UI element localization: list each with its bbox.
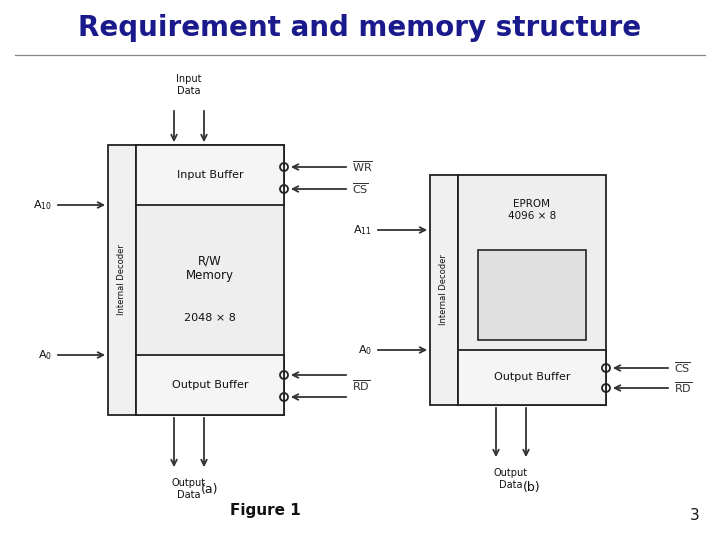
Bar: [136, 145, 284, 415]
Text: $\overline{\mathrm{CS}}$: $\overline{\mathrm{CS}}$: [674, 361, 690, 375]
Bar: [430, 175, 458, 405]
Text: $\overline{\mathrm{CS}}$: $\overline{\mathrm{CS}}$: [352, 181, 369, 197]
Text: (b): (b): [523, 482, 541, 495]
Bar: [478, 250, 586, 340]
Text: (a): (a): [202, 483, 219, 496]
Text: $\overline{\mathrm{WR}}$: $\overline{\mathrm{WR}}$: [352, 160, 373, 174]
Text: Output
Data: Output Data: [494, 468, 528, 490]
Text: Output Buffer: Output Buffer: [494, 373, 570, 382]
Text: R/W
Memory: R/W Memory: [186, 254, 234, 282]
Bar: [458, 175, 606, 405]
Text: A$_{11}$: A$_{11}$: [353, 223, 372, 237]
Text: EPROM
4096 × 8: EPROM 4096 × 8: [508, 199, 556, 221]
Text: $\overline{\mathrm{RD}}$: $\overline{\mathrm{RD}}$: [352, 379, 370, 393]
Bar: [136, 355, 284, 415]
Text: Output
Data: Output Data: [172, 478, 206, 500]
Text: 3: 3: [690, 508, 700, 523]
Bar: [108, 145, 136, 415]
Bar: [458, 350, 606, 405]
Text: A$_{0}$: A$_{0}$: [358, 343, 372, 357]
Bar: [136, 145, 284, 205]
Text: Figure 1: Figure 1: [230, 503, 300, 517]
Text: $\overline{\mathrm{RD}}$: $\overline{\mathrm{RD}}$: [674, 381, 693, 395]
Text: Input
Data: Input Data: [176, 75, 202, 96]
Text: A$_{10}$: A$_{10}$: [33, 198, 52, 212]
Text: Internal Decoder: Internal Decoder: [117, 245, 127, 315]
Text: Internal Decoder: Internal Decoder: [439, 254, 449, 326]
Text: Input Buffer: Input Buffer: [176, 170, 243, 180]
Text: 2048 × 8: 2048 × 8: [184, 313, 236, 323]
Text: Output Buffer: Output Buffer: [172, 380, 248, 390]
Text: Requirement and memory structure: Requirement and memory structure: [78, 14, 642, 42]
Text: A$_{0}$: A$_{0}$: [38, 348, 52, 362]
